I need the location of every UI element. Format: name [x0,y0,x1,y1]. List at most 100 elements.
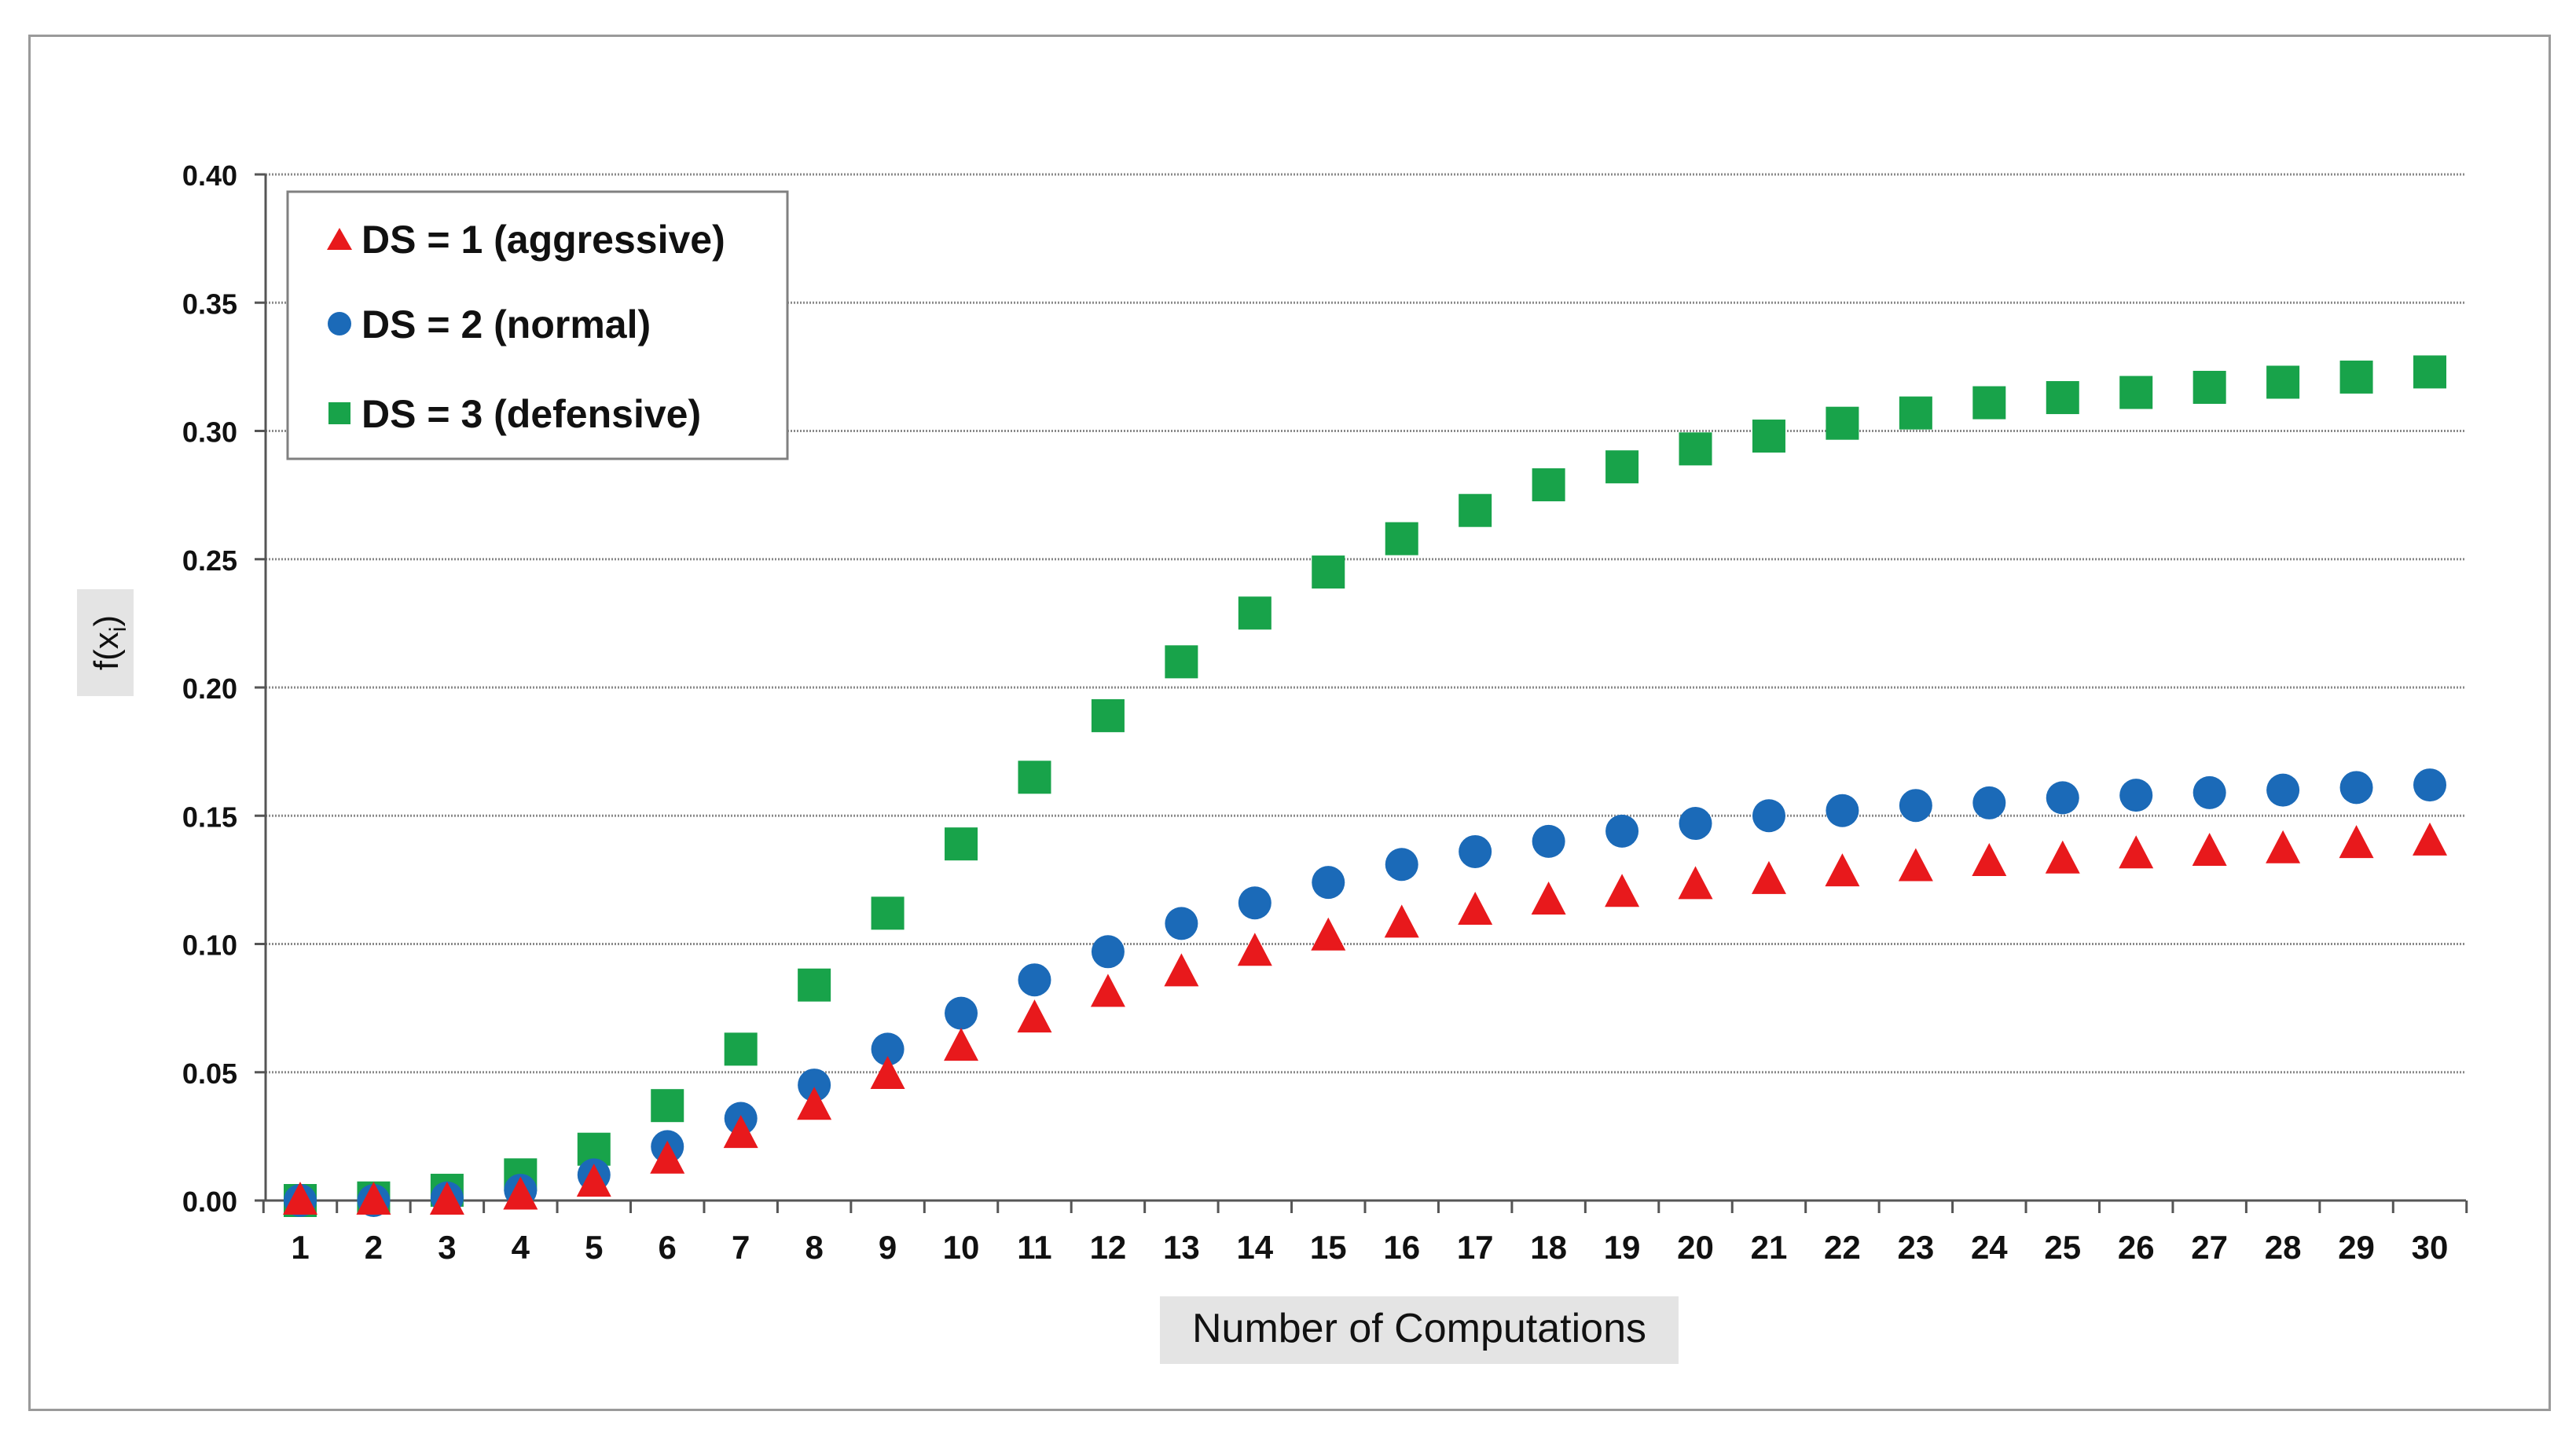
x-tick-label: 22 [1824,1229,1861,1266]
x-tick-label: 13 [1163,1229,1200,1266]
point-square [1899,396,1932,430]
legend: DS = 1 (aggressive) DS = 2 (normal) DS =… [286,190,789,460]
point-square [651,1089,684,1123]
point-circle [2266,773,2300,807]
point-square [1165,645,1198,679]
point-square [1385,522,1418,555]
point-triangle [1825,853,1860,887]
y-tick-label: 0.30 [182,416,237,449]
point-triangle [1678,866,1713,900]
point-triangle [2045,840,2080,874]
y-tick-label: 0.35 [182,288,237,320]
point-circle [1018,963,1051,997]
point-triangle [1164,953,1199,987]
y-axis-title-background [77,589,134,696]
point-square [945,827,978,861]
point-triangle [503,1176,538,1210]
point-circle [1532,824,1565,858]
point-square [1018,761,1051,794]
x-tick-label: 24 [1971,1229,2008,1266]
x-tick-label: 14 [1236,1229,1273,1266]
x-tick-label: 28 [2265,1229,2302,1266]
x-tick-label: 5 [585,1229,603,1266]
x-tick-label: 4 [512,1229,530,1266]
x-tick-label: 12 [1090,1229,1127,1266]
point-circle [1091,935,1125,969]
point-circle [2046,781,2079,815]
point-circle [1605,814,1639,848]
y-tick-label: 0.15 [182,801,237,833]
point-square [2119,376,2153,409]
y-tick-label: 0.25 [182,544,237,577]
point-circle [945,996,978,1030]
point-circle [1899,789,1932,823]
x-tick-label: 23 [1898,1229,1935,1266]
x-tick-label: 16 [1383,1229,1420,1266]
point-square [724,1032,758,1066]
point-triangle [944,1028,979,1061]
point-square [2413,355,2446,389]
point-triangle [1605,874,1640,907]
point-circle [1972,786,2006,819]
y-tick-label: 0.05 [182,1058,237,1090]
point-square [1752,420,1785,453]
point-triangle [723,1115,758,1149]
point-circle [2339,771,2373,805]
point-triangle [1972,843,2007,877]
point-triangle [2119,835,2154,869]
y-tick-label: 0.20 [182,673,237,705]
y-tick-label: 0.10 [182,929,237,962]
point-triangle [283,1182,317,1215]
point-triangle [1898,848,1933,882]
point-circle [1826,794,1859,827]
x-tick-label: 20 [1677,1229,1714,1266]
point-square [1972,386,2006,420]
x-tick-label: 6 [659,1229,677,1266]
y-axis-title-main: f(x [87,632,126,670]
x-tick-label: 15 [1310,1229,1347,1266]
point-circle [871,1032,905,1066]
point-square [871,896,905,930]
point-square [1091,698,1125,732]
point-circle [1385,848,1418,882]
point-circle [1459,834,1492,868]
point-triangle [576,1164,611,1197]
x-tick-label: 26 [2118,1229,2155,1266]
point-triangle [650,1140,685,1174]
point-square [1238,596,1271,630]
point-square [1459,493,1492,527]
point-circle [798,1069,831,1102]
x-tick-label: 27 [2191,1229,2228,1266]
y-axis-title-subscript: i [105,627,131,632]
point-circle [1679,807,1712,841]
y-axis-title-text: f(xi) [87,615,131,670]
point-triangle [2339,825,2374,859]
point-square [2046,381,2079,415]
point-circle [2193,775,2226,809]
gridlines [266,173,2466,1074]
x-tick-label: 1 [291,1229,309,1266]
point-square [1605,450,1639,484]
x-tick-label: 19 [1604,1229,1641,1266]
x-tick-labels: 1 2 3 4 5 6 7 8 9 10 11 12 13 14 15 16 17 18 19 20 21 22 23 24 2… [291,1229,2448,1266]
point-square [1826,406,1859,440]
point-circle [1312,866,1345,900]
x-tick-label: 25 [2044,1229,2081,1266]
x-tick-label: 11 [1017,1229,1051,1266]
point-triangle [1751,860,1786,894]
point-circle [2413,768,2446,802]
x-tick-label: 8 [805,1229,823,1266]
point-square [1312,555,1345,589]
x-tick-label: 17 [1457,1229,1494,1266]
point-triangle [1017,999,1052,1033]
point-circle [1165,907,1198,940]
x-tick-label: 10 [943,1229,980,1266]
x-tick-label: 3 [438,1229,456,1266]
legend-marker-triangle [327,228,352,250]
y-tick-label: 0.40 [182,159,237,192]
x-tick-label: 9 [879,1229,897,1266]
legend-label-ds2: DS = 2 (normal) [361,302,651,346]
legend-label-ds1: DS = 1 (aggressive) [361,218,725,262]
point-triangle [1531,881,1566,915]
